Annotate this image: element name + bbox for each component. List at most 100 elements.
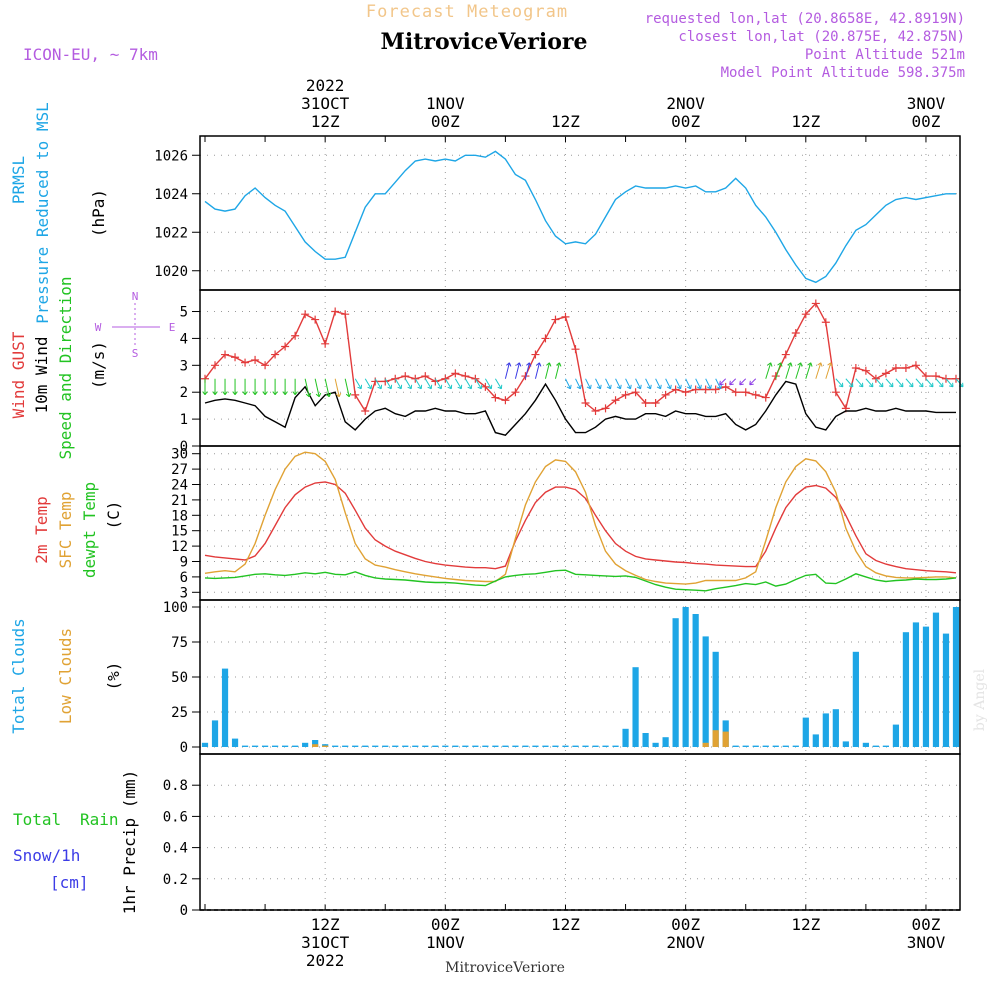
gust-marker [681, 388, 690, 397]
wind-arrow [865, 378, 874, 388]
wind-arrowhead [345, 392, 352, 398]
top-time-label: 31OCT [301, 94, 350, 113]
wind-arrow [544, 362, 550, 379]
gust-marker [711, 385, 720, 394]
wind-arrowhead [817, 362, 823, 367]
gust-marker [231, 353, 240, 362]
panel-clouds: 0 25 50 75 100 Total Clouds Low Clouds (%) [9, 599, 961, 756]
wind-arrowhead [696, 384, 702, 390]
gust-marker [571, 345, 580, 354]
gust-marker [401, 372, 410, 381]
wind-arrowhead [477, 384, 483, 390]
wind-arrow [424, 378, 432, 390]
gust-marker [501, 396, 510, 405]
cloud-bar [492, 745, 499, 747]
wind-arrowhead [777, 362, 783, 367]
gust-marker [651, 398, 660, 407]
gust-marker [921, 372, 930, 381]
wind-arrowhead [868, 382, 874, 388]
gust-marker [771, 372, 780, 381]
panel-label: (C) [104, 501, 123, 530]
cloud-bar [231, 738, 239, 747]
wind-arrow [554, 362, 560, 379]
cloud-bar [832, 709, 839, 747]
cloud-bar [302, 742, 309, 747]
panel-label: (m/s) [89, 341, 108, 389]
precip-axis-label: 1hr Precip (mm) [120, 770, 139, 915]
cloud-bar [201, 742, 209, 747]
gust-marker [691, 385, 700, 394]
wind-arrowhead [636, 384, 642, 390]
panel-label: Wind GUST [9, 331, 28, 418]
credit-watermark: by Angel [972, 668, 988, 731]
gust-marker [881, 369, 890, 378]
bottom-time-label: 2022 [306, 951, 345, 970]
cloud-bar [292, 745, 299, 747]
y-tick-label: 21 [171, 493, 188, 509]
wind-arrowhead [858, 382, 864, 388]
gust-marker [721, 382, 730, 391]
wind-arrowhead [767, 362, 773, 367]
y-tick-label: 0.4 [163, 841, 188, 857]
bottom-time-label: 12Z [791, 915, 820, 934]
cloud-bar [812, 734, 819, 747]
wind-arrowhead [676, 384, 682, 390]
cloud-bar [892, 724, 900, 747]
wind-arrow [685, 378, 692, 389]
wind-arrow [875, 378, 884, 388]
gust-marker [791, 329, 800, 338]
wind-arrowhead [335, 392, 342, 398]
cloud-bar [532, 745, 539, 747]
wind-arrowhead [586, 384, 592, 390]
y-tick-label: 1024 [154, 187, 188, 203]
gust-marker [331, 307, 340, 316]
wind-arrowhead [739, 380, 744, 386]
compass-rose: N W E S [95, 290, 176, 360]
wind-arrow [935, 378, 944, 388]
bottom-time-label: 00Z [912, 915, 941, 934]
wind-arrowhead [467, 384, 473, 390]
cloud-bar [702, 636, 709, 747]
wind-arrowhead [222, 391, 228, 396]
cloud-bar [782, 745, 789, 747]
panel-label: PRMSL [9, 156, 28, 204]
panel-label: dewpt Temp [80, 482, 99, 578]
y-tick-label: 1020 [154, 264, 188, 280]
gust-marker [601, 404, 610, 413]
cloud-bar [522, 745, 529, 747]
wind-arrow [384, 378, 392, 390]
panel-label: Speed and Direction [56, 276, 75, 459]
wind-arrowhead [827, 362, 833, 367]
y-tick-label: 3 [180, 585, 188, 601]
cloud-bar [332, 745, 339, 747]
cloud-bar [652, 742, 659, 747]
wind-arrowhead [282, 391, 288, 396]
gust-marker [741, 388, 750, 397]
y-tick-label: 15 [171, 524, 188, 540]
wind-arrow [585, 378, 591, 389]
wind-arrow [805, 362, 812, 379]
wind-arrowhead [305, 392, 312, 398]
gust-marker [591, 407, 600, 416]
series-line [204, 302, 956, 413]
gust-marker [821, 318, 830, 327]
cloud-bar [902, 632, 910, 747]
wind-arrow [454, 378, 462, 390]
wind-arrowhead [716, 384, 722, 390]
bottom-time-label: 00Z [671, 915, 700, 934]
wind-arrow [835, 378, 844, 388]
gust-marker [811, 299, 820, 308]
gust-marker [551, 315, 560, 324]
chart-title: MitroviceVeriore [381, 29, 588, 55]
wind-arrowhead [377, 384, 383, 390]
wind-arrowhead [417, 384, 423, 390]
y-tick-label: 9 [180, 555, 188, 571]
gust-marker [621, 390, 630, 399]
wind-arrow [635, 378, 642, 389]
wind-arrowhead [908, 382, 914, 388]
top-time-label: 00Z [912, 112, 941, 131]
wind-arrow [354, 378, 362, 390]
